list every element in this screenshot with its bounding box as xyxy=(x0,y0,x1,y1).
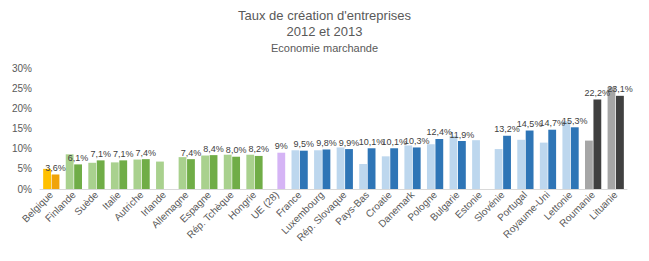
svg-text:25%: 25% xyxy=(12,83,32,94)
svg-text:7,1%: 7,1% xyxy=(90,149,111,159)
svg-text:8,2%: 8,2% xyxy=(248,144,269,154)
svg-text:30%: 30% xyxy=(12,63,32,74)
svg-text:10,1%: 10,1% xyxy=(358,136,385,147)
svg-text:13,2%: 13,2% xyxy=(494,124,520,135)
svg-text:Roumanie: Roumanie xyxy=(557,189,597,230)
svg-text:Estonie: Estonie xyxy=(452,189,485,221)
svg-text:Pologne: Pologne xyxy=(405,189,439,223)
svg-text:7,4%: 7,4% xyxy=(136,148,157,158)
svg-text:Irlande: Irlande xyxy=(138,189,169,219)
svg-text:Hongrie: Hongrie xyxy=(225,189,259,222)
svg-text:Croatie: Croatie xyxy=(363,189,394,220)
svg-text:France: France xyxy=(273,189,304,219)
svg-text:8,0%: 8,0% xyxy=(226,145,247,155)
svg-text:6,1%: 6,1% xyxy=(68,153,89,163)
svg-text:5%: 5% xyxy=(18,163,33,174)
svg-text:7,1%: 7,1% xyxy=(113,149,134,159)
svg-text:Suède: Suède xyxy=(72,189,101,218)
svg-text:20%: 20% xyxy=(12,103,32,114)
svg-text:UE (28): UE (28) xyxy=(249,189,281,221)
svg-text:2012 et 2013: 2012 et 2013 xyxy=(287,24,363,39)
svg-text:Royaume-Uni: Royaume-Uni xyxy=(500,189,552,241)
svg-text:8,4%: 8,4% xyxy=(203,144,224,154)
svg-text:12,4%: 12,4% xyxy=(427,127,453,137)
svg-text:Allemagne: Allemagne xyxy=(149,189,191,231)
svg-text:Rép. Slovaque: Rép. Slovaque xyxy=(294,189,349,244)
svg-text:Luxembourg: Luxembourg xyxy=(279,189,327,237)
svg-text:Pays-Bas: Pays-Bas xyxy=(333,189,371,227)
svg-text:9,9%: 9,9% xyxy=(339,138,360,148)
svg-text:15,3%: 15,3% xyxy=(562,116,588,126)
svg-text:Autriche: Autriche xyxy=(112,189,146,223)
svg-text:Slovénie: Slovénie xyxy=(471,189,507,224)
svg-text:Italie: Italie xyxy=(100,189,123,212)
svg-text:7,4%: 7,4% xyxy=(181,148,202,158)
svg-text:3,6%: 3,6% xyxy=(45,163,66,173)
svg-text:Rép. Tchèque: Rép. Tchèque xyxy=(184,189,236,241)
svg-text:22,2%: 22,2% xyxy=(584,88,611,98)
svg-text:Finlande: Finlande xyxy=(43,189,78,224)
svg-text:10,3%: 10,3% xyxy=(404,136,430,146)
svg-text:Portugal: Portugal xyxy=(495,189,530,224)
svg-text:9,8%: 9,8% xyxy=(316,138,337,148)
svg-text:14,7%: 14,7% xyxy=(539,118,565,129)
svg-text:Espagne: Espagne xyxy=(177,189,214,225)
svg-text:Bulgarie: Bulgarie xyxy=(427,189,462,223)
svg-text:Danemark: Danemark xyxy=(376,189,417,230)
svg-text:14,5%: 14,5% xyxy=(516,119,543,129)
svg-text:Taux de création d'entreprises: Taux de création d'entreprises xyxy=(238,8,412,23)
svg-text:9%: 9% xyxy=(275,141,288,151)
svg-text:15%: 15% xyxy=(12,123,32,134)
svg-text:Lettonie: Lettonie xyxy=(541,189,575,222)
svg-text:10%: 10% xyxy=(12,143,32,154)
svg-text:Lituanie: Lituanie xyxy=(587,189,620,222)
svg-text:10,1%: 10,1% xyxy=(381,136,407,147)
svg-text:11,9%: 11,9% xyxy=(449,130,474,140)
svg-text:0%: 0% xyxy=(18,184,33,195)
svg-text:Belgique: Belgique xyxy=(19,189,56,225)
svg-text:9,5%: 9,5% xyxy=(294,139,315,149)
svg-text:23,1%: 23,1% xyxy=(607,84,633,94)
svg-text:Economie marchande: Economie marchande xyxy=(271,42,378,54)
